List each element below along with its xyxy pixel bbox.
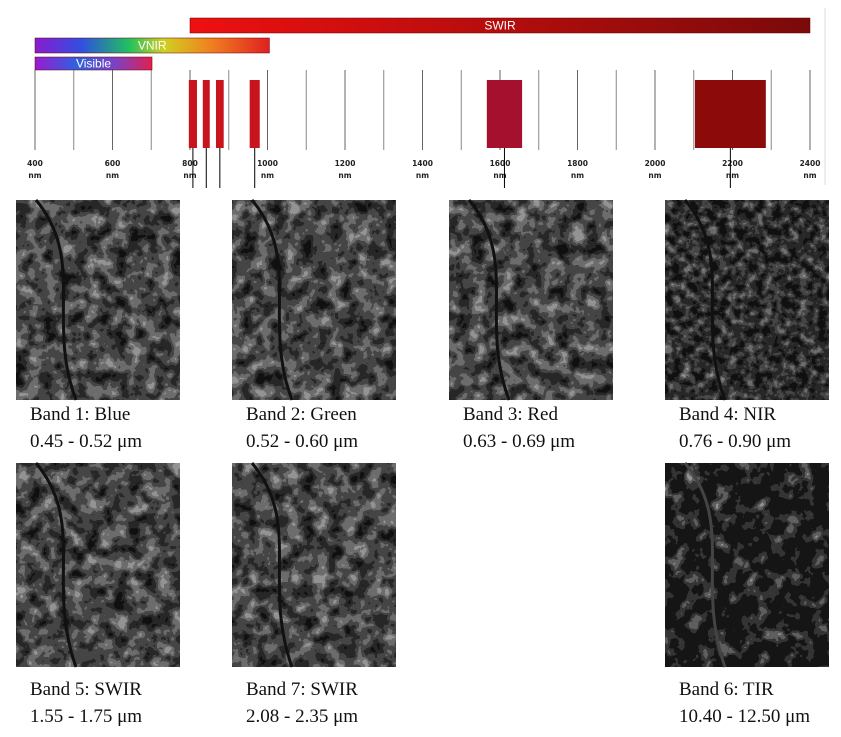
range-bar xyxy=(34,56,153,71)
range-label: VNIR xyxy=(138,39,167,53)
band-bar xyxy=(694,80,766,148)
band-bar xyxy=(249,80,260,148)
band-image-texture xyxy=(232,463,396,667)
band-image-texture xyxy=(665,463,829,667)
band-range: 0.76 - 0.90 μm xyxy=(679,431,791,452)
x-tick-unit: nm xyxy=(183,171,196,180)
band-bar xyxy=(215,80,224,148)
x-tick-label: 800 xyxy=(182,159,198,168)
x-tick-label: 1800 xyxy=(567,159,588,168)
spectrum: 400 nm 600 nm 800 nm 1000 nm 1200 nm 1400 nm 1600 nm 1… xyxy=(27,17,821,188)
x-tick-unit: nm xyxy=(106,171,119,180)
x-tick-unit: nm xyxy=(803,171,816,180)
band-range: 0.45 - 0.52 μm xyxy=(30,431,142,452)
band-bar xyxy=(188,80,197,148)
x-tick-unit: nm xyxy=(726,171,739,180)
band-name: Band 3: Red xyxy=(463,404,558,425)
x-tick-unit: nm xyxy=(261,171,274,180)
river xyxy=(467,199,511,401)
river xyxy=(250,199,294,401)
x-tick-unit: nm xyxy=(416,171,429,180)
band-image-texture xyxy=(16,463,180,667)
x-tick-label: 2200 xyxy=(722,159,743,168)
band-name: Band 1: Blue xyxy=(30,404,130,425)
x-tick-label: 1400 xyxy=(412,159,433,168)
band-name: Band 5: SWIR xyxy=(30,679,142,700)
band-image-texture xyxy=(449,200,613,400)
x-tick-unit: nm xyxy=(493,171,506,180)
band-range: 0.63 - 0.69 μm xyxy=(463,431,575,452)
x-tick-unit: nm xyxy=(648,171,661,180)
band-name: Band 2: Green xyxy=(246,404,357,425)
band-range: 2.08 - 2.35 μm xyxy=(246,706,358,727)
band-range: 1.55 - 1.75 μm xyxy=(30,706,142,727)
x-tick-label: 400 xyxy=(27,159,43,168)
band-bar xyxy=(202,80,210,148)
river xyxy=(683,462,727,668)
x-tick-unit: nm xyxy=(28,171,41,180)
band-panels: Band 1: Blue 0.45 - 0.52 μm Band 2: Green 0… xyxy=(16,199,829,727)
river xyxy=(34,462,78,668)
x-tick-unit: nm xyxy=(571,171,584,180)
river xyxy=(683,199,727,401)
band-image-texture xyxy=(665,200,829,400)
band-image-texture xyxy=(16,200,180,400)
x-tick-unit: nm xyxy=(338,171,351,180)
river xyxy=(250,462,294,668)
band-bar xyxy=(486,80,523,148)
band-range: 10.40 - 12.50 μm xyxy=(679,706,810,727)
x-tick-label: 2400 xyxy=(800,159,821,168)
river xyxy=(34,199,78,401)
x-tick-label: 2000 xyxy=(645,159,666,168)
range-bar xyxy=(189,17,811,34)
range-label: Visible xyxy=(76,57,111,71)
x-tick-label: 1200 xyxy=(335,159,356,168)
band-name: Band 4: NIR xyxy=(679,404,776,425)
band-range: 0.52 - 0.60 μm xyxy=(246,431,358,452)
x-tick-label: 1600 xyxy=(490,159,511,168)
band-name: Band 7: SWIR xyxy=(246,679,358,700)
range-bar xyxy=(34,37,270,54)
band-image-texture xyxy=(232,200,396,400)
band-name: Band 6: TIR xyxy=(679,679,774,700)
x-tick-label: 1000 xyxy=(257,159,278,168)
range-label: SWIR xyxy=(484,19,516,33)
x-tick-label: 600 xyxy=(105,159,121,168)
